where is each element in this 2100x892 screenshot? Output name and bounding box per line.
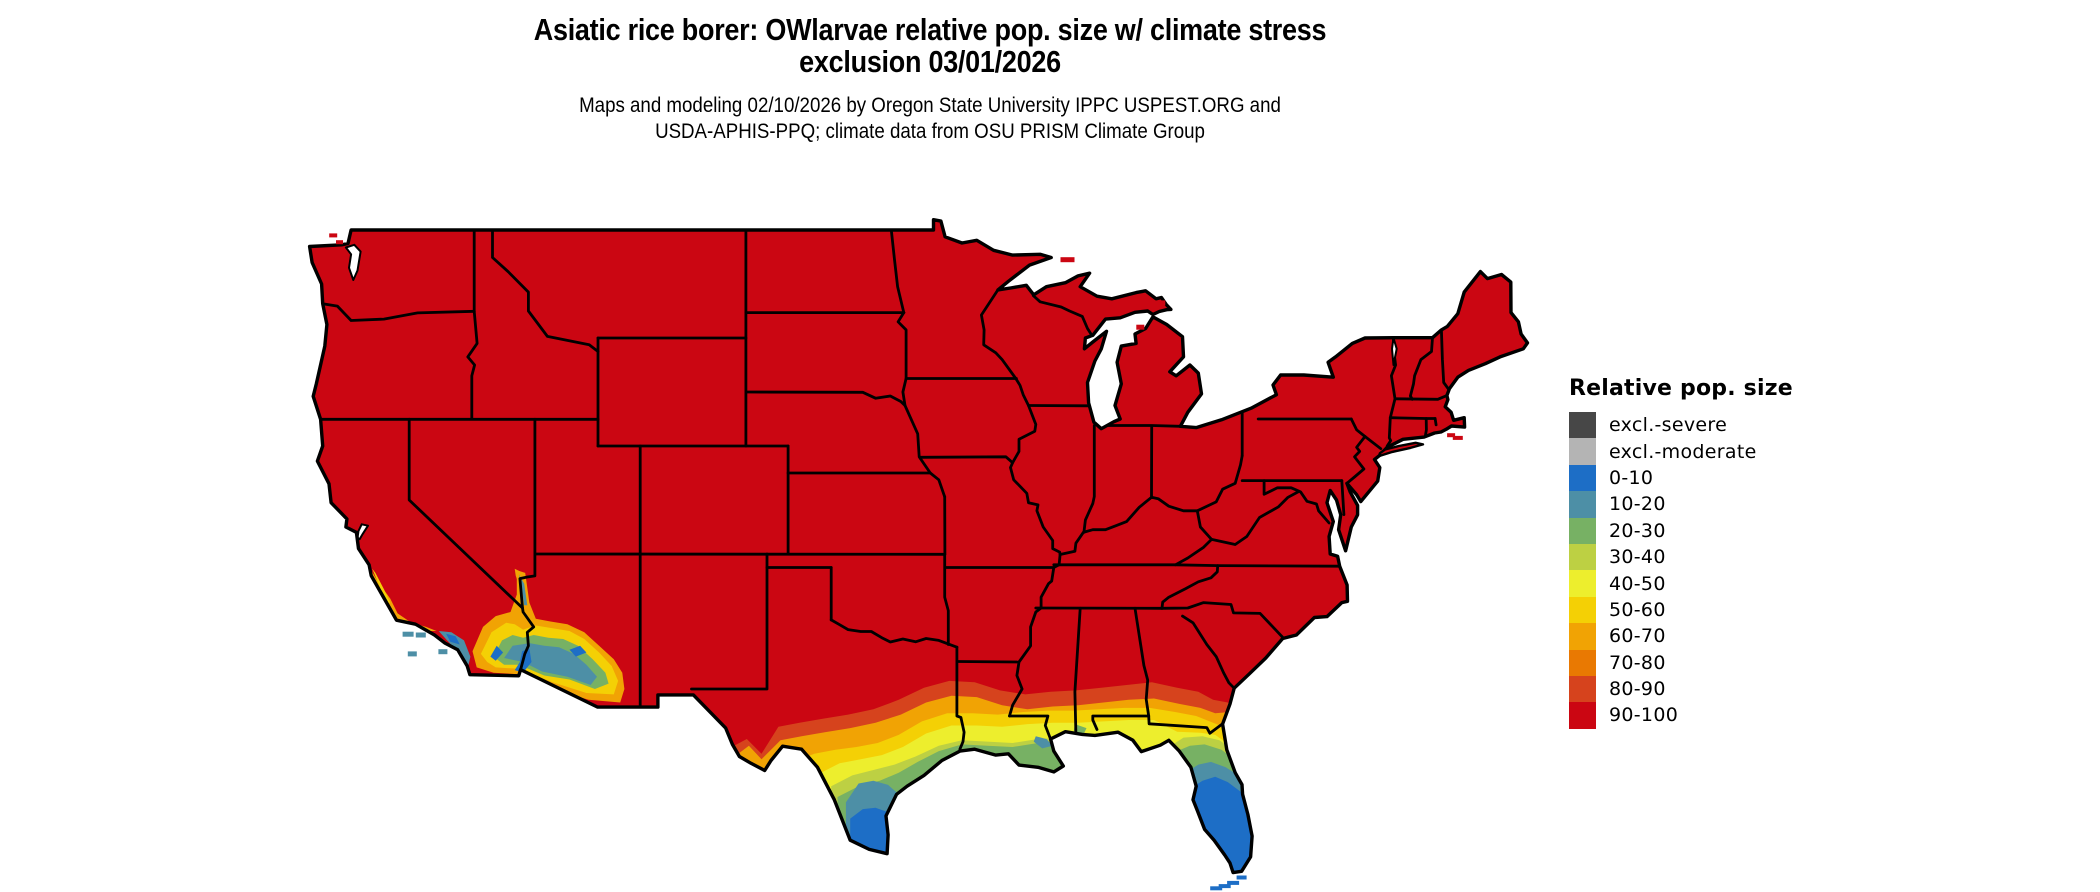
legend-item: 60-70 <box>1569 623 1793 650</box>
map-outline <box>307 217 1530 875</box>
legend-swatch <box>1569 570 1596 597</box>
legend: Relative pop. size excl.-severe excl.-mo… <box>1569 376 1793 729</box>
legend-item: excl.-moderate <box>1569 438 1793 465</box>
map-islands <box>329 233 1463 891</box>
legend-label: 70-80 <box>1609 651 1666 674</box>
legend-label: 50-60 <box>1609 598 1666 621</box>
legend-swatch <box>1569 517 1596 544</box>
legend-item: 90-100 <box>1569 702 1793 729</box>
legend-item: 50-60 <box>1569 596 1793 624</box>
legend-swatch <box>1569 491 1596 518</box>
legend-swatch <box>1569 438 1596 465</box>
legend-swatch <box>1569 702 1596 729</box>
subtitle-line-2: USDA-APHIS-PPQ; climate data from OSU PR… <box>655 119 1205 143</box>
title-line-2: exclusion 03/01/2026 <box>799 44 1061 79</box>
legend-swatch <box>1569 596 1596 624</box>
legend-label: 30-40 <box>1609 546 1666 569</box>
title-line-1: Asiatic rice borer: OWlarvae relative po… <box>533 12 1327 47</box>
legend-label: 80-90 <box>1609 678 1666 701</box>
legend-items: excl.-severe excl.-moderate 0-10 10-20 2… <box>1569 412 1793 729</box>
legend-item: 30-40 <box>1569 543 1793 571</box>
legend-label: excl.-severe <box>1609 414 1728 437</box>
legend-label: 90-100 <box>1609 704 1679 727</box>
legend-item: 40-50 <box>1569 570 1793 597</box>
legend-label: 10-20 <box>1609 493 1666 516</box>
legend-swatch <box>1569 543 1596 571</box>
legend-item: 20-30 <box>1569 517 1793 544</box>
legend-label: 40-50 <box>1609 572 1666 595</box>
subtitle-line-1: Maps and modeling 02/10/2026 by Oregon S… <box>579 93 1281 117</box>
legend-item: 0-10 <box>1569 464 1793 492</box>
legend-label: 60-70 <box>1609 625 1666 648</box>
legend-item: 10-20 <box>1569 491 1793 518</box>
legend-title: Relative pop. size <box>1569 376 1793 401</box>
legend-swatch <box>1569 649 1596 676</box>
legend-swatch <box>1569 675 1596 703</box>
legend-label: excl.-moderate <box>1609 440 1757 463</box>
legend-item: 80-90 <box>1569 675 1793 703</box>
legend-swatch <box>1569 412 1596 439</box>
legend-item: 70-80 <box>1569 649 1793 676</box>
legend-swatch <box>1569 464 1596 492</box>
figure-subtitle: Maps and modeling 02/10/2026 by Oregon S… <box>130 92 1731 144</box>
figure-header: Asiatic rice borer: OWlarvae relative po… <box>130 14 1731 144</box>
figure-title: Asiatic rice borer: OWlarvae relative po… <box>130 14 1731 78</box>
legend-swatch <box>1569 623 1596 650</box>
legend-item: excl.-severe <box>1569 412 1793 439</box>
legend-label: 0-10 <box>1609 466 1654 489</box>
legend-label: 20-30 <box>1609 519 1666 542</box>
map-land-layer <box>309 219 1528 873</box>
